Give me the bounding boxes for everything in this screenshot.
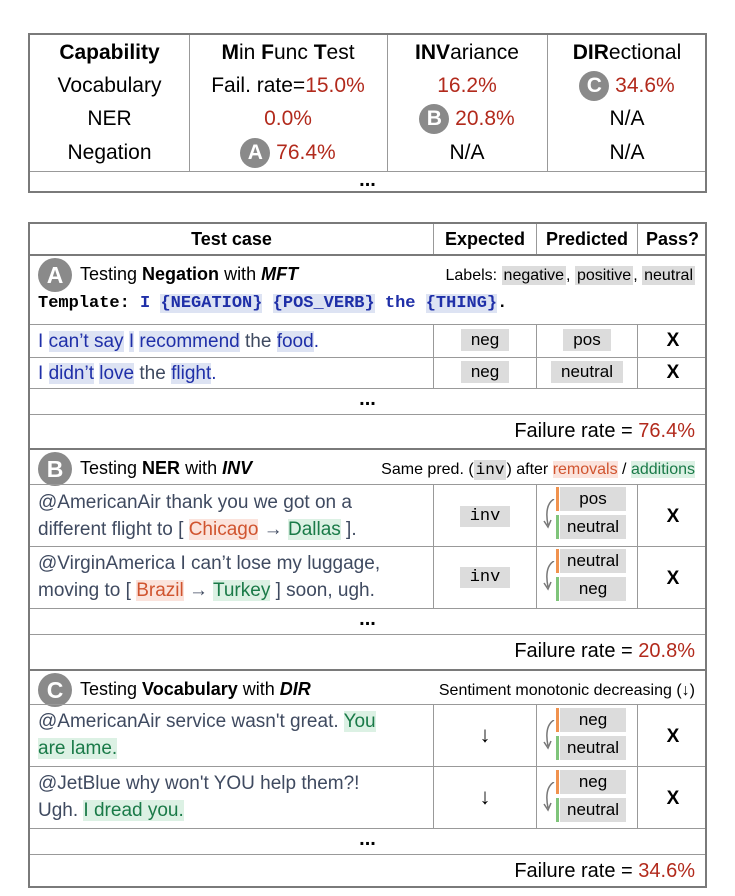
section-a-case-2-pass: X [666, 362, 680, 383]
row-negation-mft: A 76.4% [189, 136, 387, 169]
section-b-case-2-predicted: neutral neg [542, 549, 632, 609]
section-c-case-2-expected: ↓ [479, 784, 491, 809]
section-c-case-2-pass: X [666, 788, 680, 809]
header-predicted: Predicted [545, 229, 629, 249]
section-b-note: Same pred. (inv) after removals / additi… [381, 460, 695, 480]
row-vocabulary-dir: C 34.6% [547, 69, 707, 102]
section-b-case-2-expected: inv [434, 567, 536, 588]
badge-a-icon: A [240, 138, 271, 169]
section-a-failure-rate: Failure rate = 76.4% [514, 420, 695, 442]
change-arrow-icon [543, 499, 555, 529]
section-a-case-2-predicted: neutral [537, 361, 637, 383]
row-ner-inv: B 20.8% [387, 102, 547, 135]
section-a-case-2: I didn’t love the flight. [38, 363, 217, 384]
row-ner-dir: N/A [609, 107, 645, 130]
section-b-case-1-predicted: pos neutral [542, 487, 632, 547]
top-table-ellipsis: ... [359, 169, 376, 191]
badge-c-icon: C [38, 673, 72, 708]
row-vocabulary-inv: 16.2% [437, 74, 497, 97]
template-line: Template: I {NEGATION} {POS_VERB} the {T… [38, 294, 508, 313]
section-c-case-1-pass: X [666, 726, 680, 747]
row-vocabulary-mft: Fail. rate=15.0% [211, 74, 365, 97]
change-arrow-icon [543, 561, 555, 591]
section-c-case-1: @AmericanAir service wasn't great. You a… [38, 711, 376, 759]
badge-b-icon: B [419, 104, 450, 135]
badge-b-icon: B [38, 452, 72, 487]
section-b-title: B Testing NER with INV [38, 451, 252, 487]
header-dir: DIRectional [572, 41, 682, 64]
section-b-case-2: @VirginAmerica I can’t lose my luggage, … [38, 553, 381, 601]
section-a-labels: Labels: negative, positive, neutral [445, 266, 695, 285]
section-b-failure-rate: Failure rate = 20.8% [514, 640, 695, 662]
section-a-title: A Testing Negation with MFT [38, 257, 298, 293]
section-c-ellipsis: ... [359, 828, 376, 850]
row-ner-capability: NER [87, 107, 132, 130]
section-c-note: Sentiment monotonic decreasing (↓) [438, 682, 695, 699]
section-c-failure-rate: Failure rate = 34.6% [514, 860, 695, 882]
section-b-case-2-pass: X [666, 568, 680, 589]
section-a-case-1: I can’t say I recommend the food. [38, 331, 319, 352]
header-inv: INVariance [415, 41, 519, 64]
header-mft: Min Func Test [221, 41, 355, 64]
section-b-case-1-pass: X [666, 506, 680, 527]
change-arrow-icon [543, 720, 555, 750]
section-a-ellipsis: ... [359, 388, 376, 410]
section-c-case-2-predicted: neg neutral [542, 770, 632, 830]
header-expected: Expected [444, 229, 526, 249]
capability-summary-table: Capability Min Func Test INVariance DIRe… [28, 33, 707, 193]
header-pass: Pass? [645, 229, 700, 249]
section-c-case-1-expected: ↓ [479, 722, 491, 747]
row-negation-dir: N/A [609, 141, 645, 164]
section-a-case-1-pass: X [666, 330, 680, 351]
section-c-case-2: @JetBlue why won't YOU help them?! Ugh. … [38, 773, 360, 821]
section-a-case-1-predicted: pos [537, 329, 637, 351]
row-vocabulary-capability: Vocabulary [57, 74, 162, 97]
badge-a-icon: A [38, 258, 72, 293]
section-b-ellipsis: ... [359, 608, 376, 630]
header-test-case: Test case [191, 229, 272, 249]
section-b-case-1-expected: inv [434, 506, 536, 527]
row-ner-mft: 0.0% [264, 107, 312, 130]
badge-c-icon: C [579, 71, 610, 102]
row-negation-capability: Negation [67, 141, 152, 164]
row-negation-inv: N/A [449, 141, 485, 164]
test-case-table: Test case Expected Predicted Pass? A Test… [28, 222, 707, 888]
section-b-case-1: @AmericanAir thank you we got on a diffe… [38, 492, 357, 540]
section-c-title: C Testing Vocabulary with DIR [38, 672, 311, 708]
header-capability: Capability [59, 41, 160, 64]
section-a-case-1-expected: neg [434, 329, 536, 351]
section-c-case-1-predicted: neg neutral [542, 708, 632, 768]
section-a-case-2-expected: neg [434, 361, 536, 383]
change-arrow-icon [543, 782, 555, 812]
